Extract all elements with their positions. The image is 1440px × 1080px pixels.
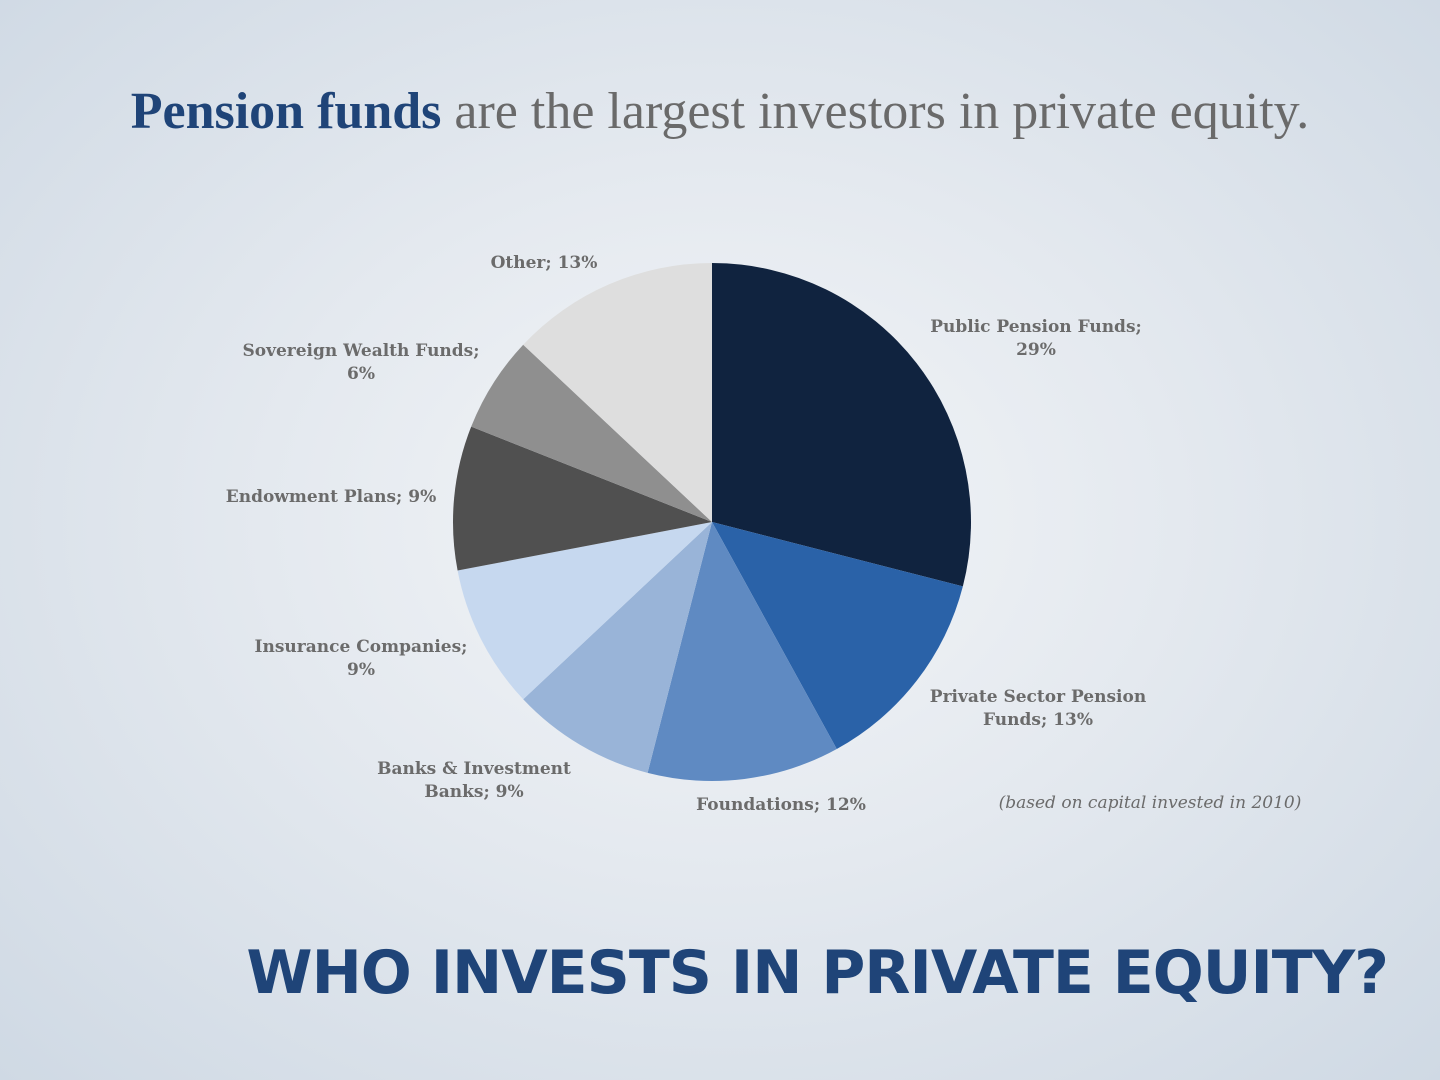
slice-label-public-pension-funds: Public Pension Funds; 29%	[930, 317, 1142, 360]
slice-label-foundations: Foundations; 12%	[696, 795, 866, 815]
pie-slice-sovereign-wealth-funds	[471, 344, 712, 522]
slice-label-other: Other; 13%	[491, 253, 598, 273]
pie-slice-public-pension-funds	[712, 263, 971, 587]
slice-label-sovereign-wealth-funds: Sovereign Wealth Funds; 6%	[242, 341, 479, 384]
slide-title: WHO INVESTS IN PRIVATE EQUITY?	[246, 938, 1389, 1008]
pie-slice-endowment-plans	[453, 426, 712, 571]
pie-slice-private-sector-pension-funds	[712, 522, 963, 749]
headline-rest: are the largest investors in private equ…	[454, 83, 1310, 140]
slice-label-private-sector-pension-funds: Private Sector Pension Funds; 13%	[930, 687, 1146, 730]
slice-label-endowment-plans: Endowment Plans; 9%	[226, 487, 436, 507]
pie-slice-other	[523, 263, 712, 522]
pie-slice-banks-investment-banks	[523, 522, 712, 773]
headline: Pension funds are the largest investors …	[0, 82, 1440, 142]
headline-emphasis: Pension funds	[130, 83, 442, 140]
pie-slice-foundations	[647, 522, 837, 781]
slice-label-banks-investment-banks: Banks & Investment Banks; 9%	[377, 759, 571, 802]
pie-slice-insurance-companies	[457, 522, 712, 700]
footnote: (based on capital invested in 2010)	[998, 793, 1302, 813]
slice-label-insurance-companies: Insurance Companies; 9%	[255, 637, 468, 680]
